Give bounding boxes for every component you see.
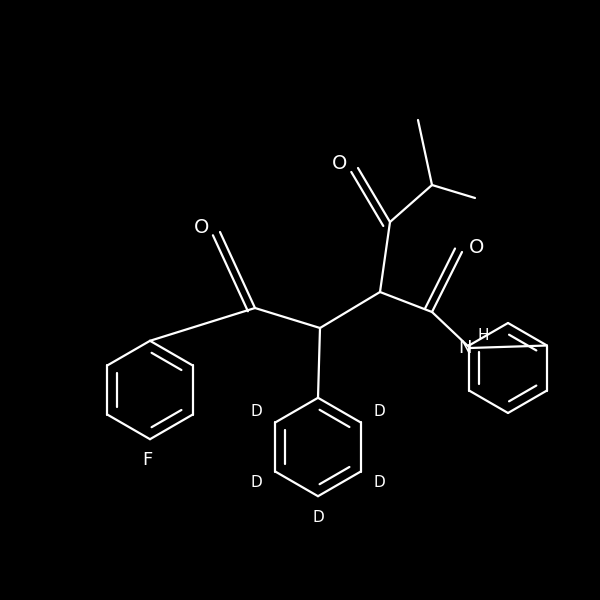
Text: D: D: [373, 404, 385, 419]
Text: H: H: [478, 328, 489, 343]
Text: D: D: [312, 510, 324, 526]
Text: D: D: [373, 475, 385, 490]
Text: N: N: [458, 339, 472, 357]
Text: F: F: [142, 451, 152, 469]
Text: D: D: [251, 404, 263, 419]
Text: O: O: [332, 154, 347, 173]
Text: D: D: [251, 475, 263, 490]
Text: O: O: [469, 238, 485, 257]
Text: O: O: [194, 218, 209, 237]
